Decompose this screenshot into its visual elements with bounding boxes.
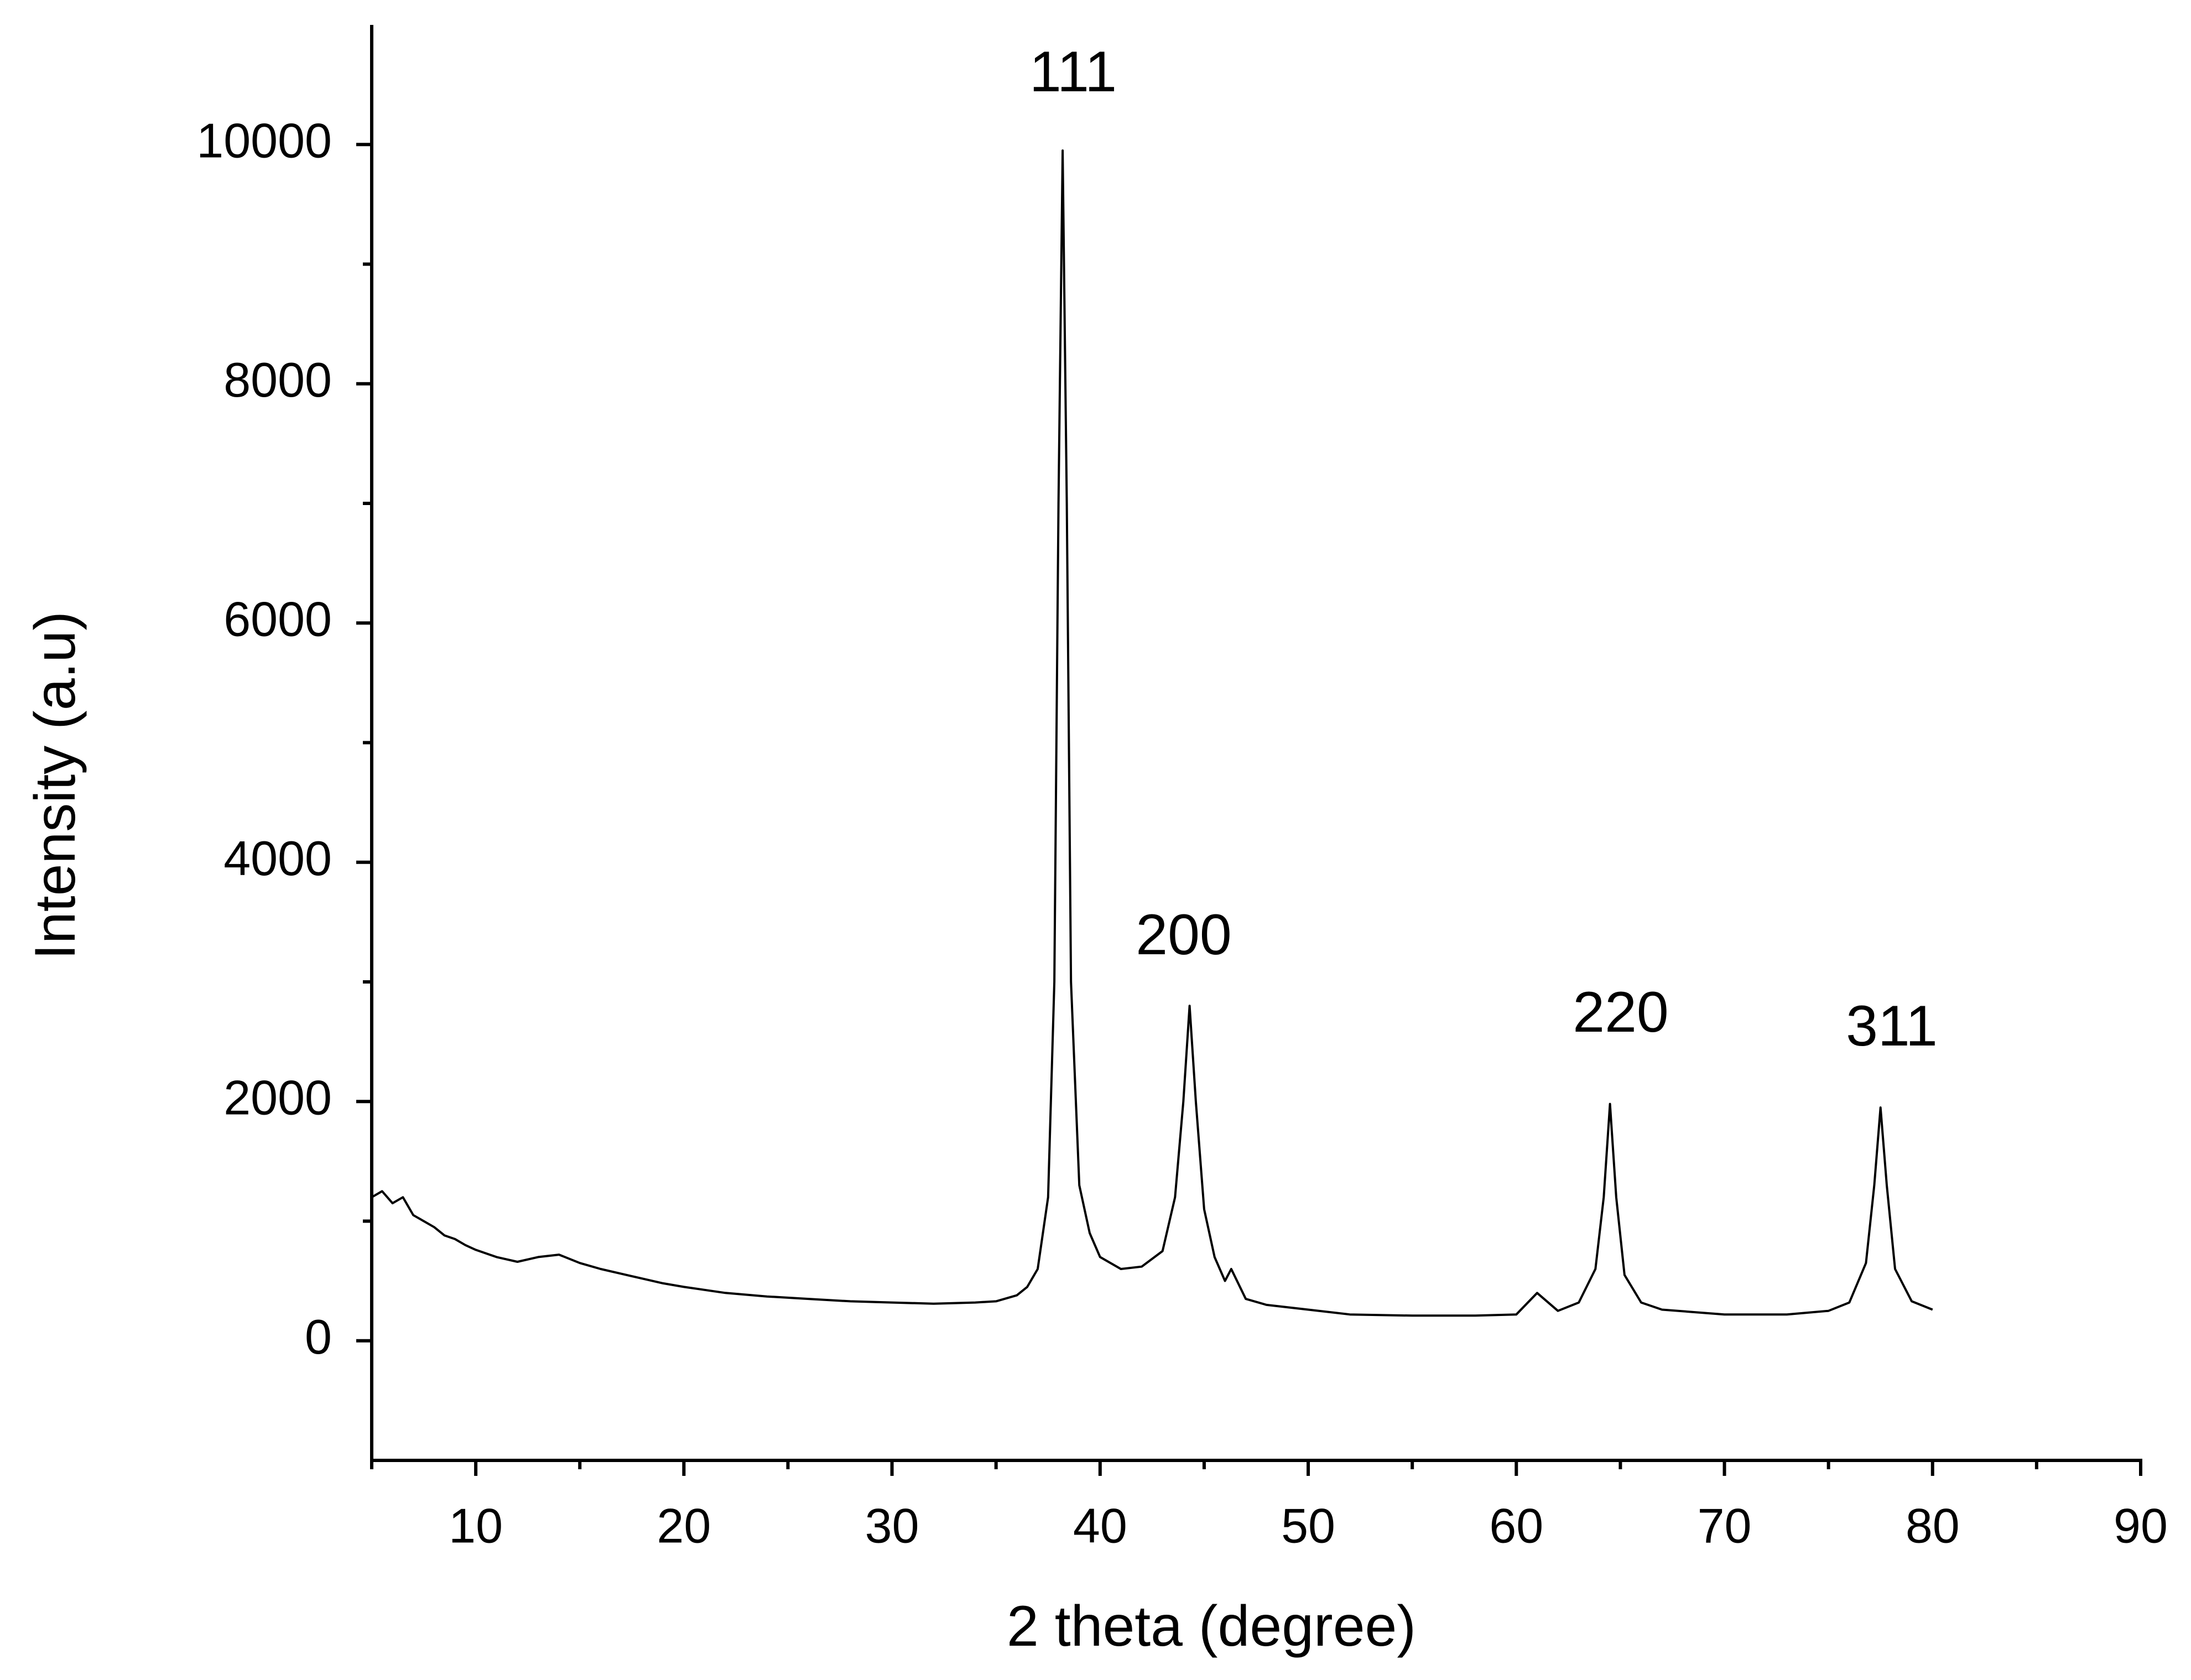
y-tick-label: 6000 [223, 592, 332, 647]
peak-label: 200 [1136, 903, 1232, 967]
x-tick-label: 60 [1489, 1498, 1543, 1553]
x-tick-label: 20 [657, 1498, 711, 1553]
x-tick-label: 90 [2114, 1498, 2168, 1553]
x-tick-label: 30 [865, 1498, 919, 1553]
x-axis-title: 2 theta (degree) [1007, 1594, 1416, 1658]
x-tick-label: 80 [1906, 1498, 1960, 1553]
y-tick-label: 2000 [223, 1070, 332, 1125]
x-tick-label: 70 [1698, 1498, 1752, 1553]
data-line [371, 149, 1933, 1317]
y-tick-label: 0 [305, 1309, 332, 1364]
x-tick-label: 50 [1281, 1498, 1335, 1553]
peak-label: 111 [1029, 40, 1117, 104]
peak-label: 220 [1573, 980, 1669, 1044]
y-tick-label: 4000 [223, 831, 332, 886]
x-tick-label: 10 [449, 1498, 503, 1553]
x-tick-label: 40 [1073, 1498, 1127, 1553]
y-tick-label: 10000 [196, 113, 332, 168]
y-axis-title: Intensity (a.u) [23, 611, 87, 960]
y-tick-label: 8000 [223, 352, 332, 407]
peak-label: 311 [1846, 994, 1938, 1058]
